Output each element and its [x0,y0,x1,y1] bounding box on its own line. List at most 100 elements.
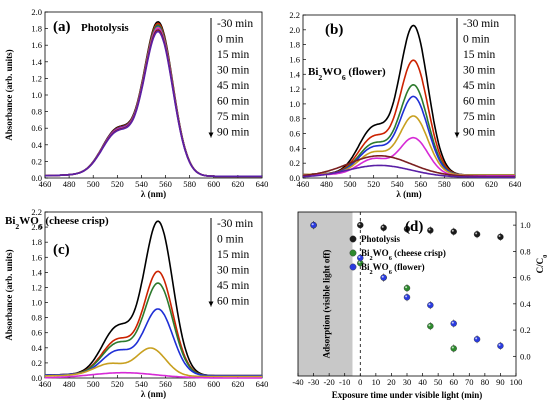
legend-marker [349,235,357,243]
y-tick-label: 0.8 [31,107,42,117]
x-tick-label: 50 [434,377,443,387]
x-tick-label: 480 [63,179,76,189]
x-tick-label: 640 [256,179,269,189]
data-point [427,322,434,330]
data-point [403,294,411,301]
legend-entry: 0 min [217,234,244,246]
series-line-4 [303,115,515,176]
x-tick-label: 640 [509,179,522,189]
legend-entry: 90 min [217,127,250,139]
y-tick-label: 1.8 [31,237,42,247]
data-point [380,274,387,281]
x-tick-label: 460 [297,179,310,189]
x-tick-label: -30 [308,377,319,387]
x-tick-label: 580 [183,179,196,189]
legend-entry: 45 min [217,280,250,292]
point-highlight [405,286,408,289]
x-tick-label: 80 [481,377,490,387]
y-tick-label: 1.2 [31,282,42,292]
legend-entry: 60 min [463,96,496,108]
y-tick-label: 0.6 [31,328,42,338]
panel-title: Bi2WO6 (flower) [308,66,386,82]
point-highlight [451,229,454,232]
data-point [450,228,457,235]
y-tick-label: 0.0 [31,173,42,183]
series-line-5 [45,371,262,379]
y-axis-label: Absorbance (arb. units) [4,249,14,340]
y-tick-label: 2.0 [289,25,300,35]
y-tick-label: 0.2 [520,325,531,335]
panel-label: (b) [325,22,343,38]
y-tick-label: 1.6 [289,54,300,64]
legend-entry: 30 min [463,65,496,77]
x-tick-label: 540 [135,179,148,189]
y-axis-label: C/C0 [535,255,549,274]
legend-marker [349,263,357,271]
y-axis-label: Absorbance (arb. units) [4,49,14,140]
series-line-4 [45,347,262,378]
legend-arrow-head [454,132,460,138]
y-tick-label: 2.0 [31,7,42,17]
y-tick-label: 1.6 [31,40,42,50]
x-axis-label: λ (nm) [141,189,166,199]
x-tick-label: 30 [403,377,412,387]
x-axis-label: λ (nm) [396,189,421,199]
x-tick-label: 460 [39,379,52,389]
point-highlight [381,225,384,228]
y-tick-label: 2.0 [31,222,42,232]
x-tick-label: 520 [111,179,124,189]
panel-title: Bi2WO6 (cheese crisp) [5,215,109,231]
point-highlight [428,228,431,231]
data-point [310,221,317,229]
panel-c: 460 480 500 520 540 560 580 600 620 640 0.0 0.2 0.4 0… [4,207,268,399]
x-tick-label: 580 [183,379,196,389]
x-tick-label: 560 [414,179,427,189]
point-highlight [405,227,408,230]
y-tick-label: 0.0 [520,351,531,361]
data-point [450,345,457,352]
legend-entry: Bi2WO6 (cheese crisp) [361,248,446,262]
y-tick-label: 1.2 [289,84,300,94]
x-tick-label: -10 [339,377,350,387]
series-line-7 [45,30,262,178]
legend-entry: Photolysis [361,234,401,244]
y-tick-label: 0.0 [31,373,42,383]
y-tick-label: 0.6 [31,123,42,133]
x-tick-label: 480 [63,379,76,389]
y-tick-label: 0.2 [31,358,42,368]
point-highlight [475,232,478,235]
data-point [473,231,481,238]
legend-marker [349,249,357,257]
x-tick-label: 560 [159,379,172,389]
plot-frame [44,211,263,379]
x-tick-label: 600 [462,179,475,189]
panel-b: 460 480 500 520 540 560 580 600 620 640 0.0 0.2 0.4 0… [289,10,521,199]
legend-entry: 45 min [217,80,250,92]
x-tick-label: 100 [510,377,523,387]
x-tick-label: 520 [111,379,124,389]
x-tick-label: -40 [292,377,303,387]
x-tick-label: 600 [207,179,220,189]
adsorption-label: Adsorption (visible light off) [321,250,331,359]
y-tick-label: 0.6 [289,129,300,139]
panel-d: -40 -30 -20 -10 0 10 20 30 40 50 60 70 80 90 100 0.0 0.2… [292,211,549,400]
y-tick-label: 2.2 [289,10,300,20]
panel-title: Photolysis [81,22,129,34]
y-tick-label: 1.2 [31,73,42,83]
data-point [497,233,504,241]
x-tick-label: 60 [449,377,458,387]
legend-entry: 30 min [217,65,250,77]
x-tick-label: 620 [485,179,498,189]
x-tick-label: 640 [256,379,269,389]
legend-entry: 90 min [463,127,496,139]
point-highlight [358,223,361,226]
x-axis-label: Exposure time under visible light (min) [332,390,482,400]
x-tick-label: 520 [367,179,380,189]
x-tick-label: 40 [418,377,427,387]
y-tick-label: 0.2 [31,156,42,166]
x-tick-label: 500 [87,179,100,189]
y-tick-label: 1.4 [289,69,300,79]
y-tick-label: 0.8 [289,114,300,124]
legend-entry: Bi2WO6 (flower) [361,262,425,276]
